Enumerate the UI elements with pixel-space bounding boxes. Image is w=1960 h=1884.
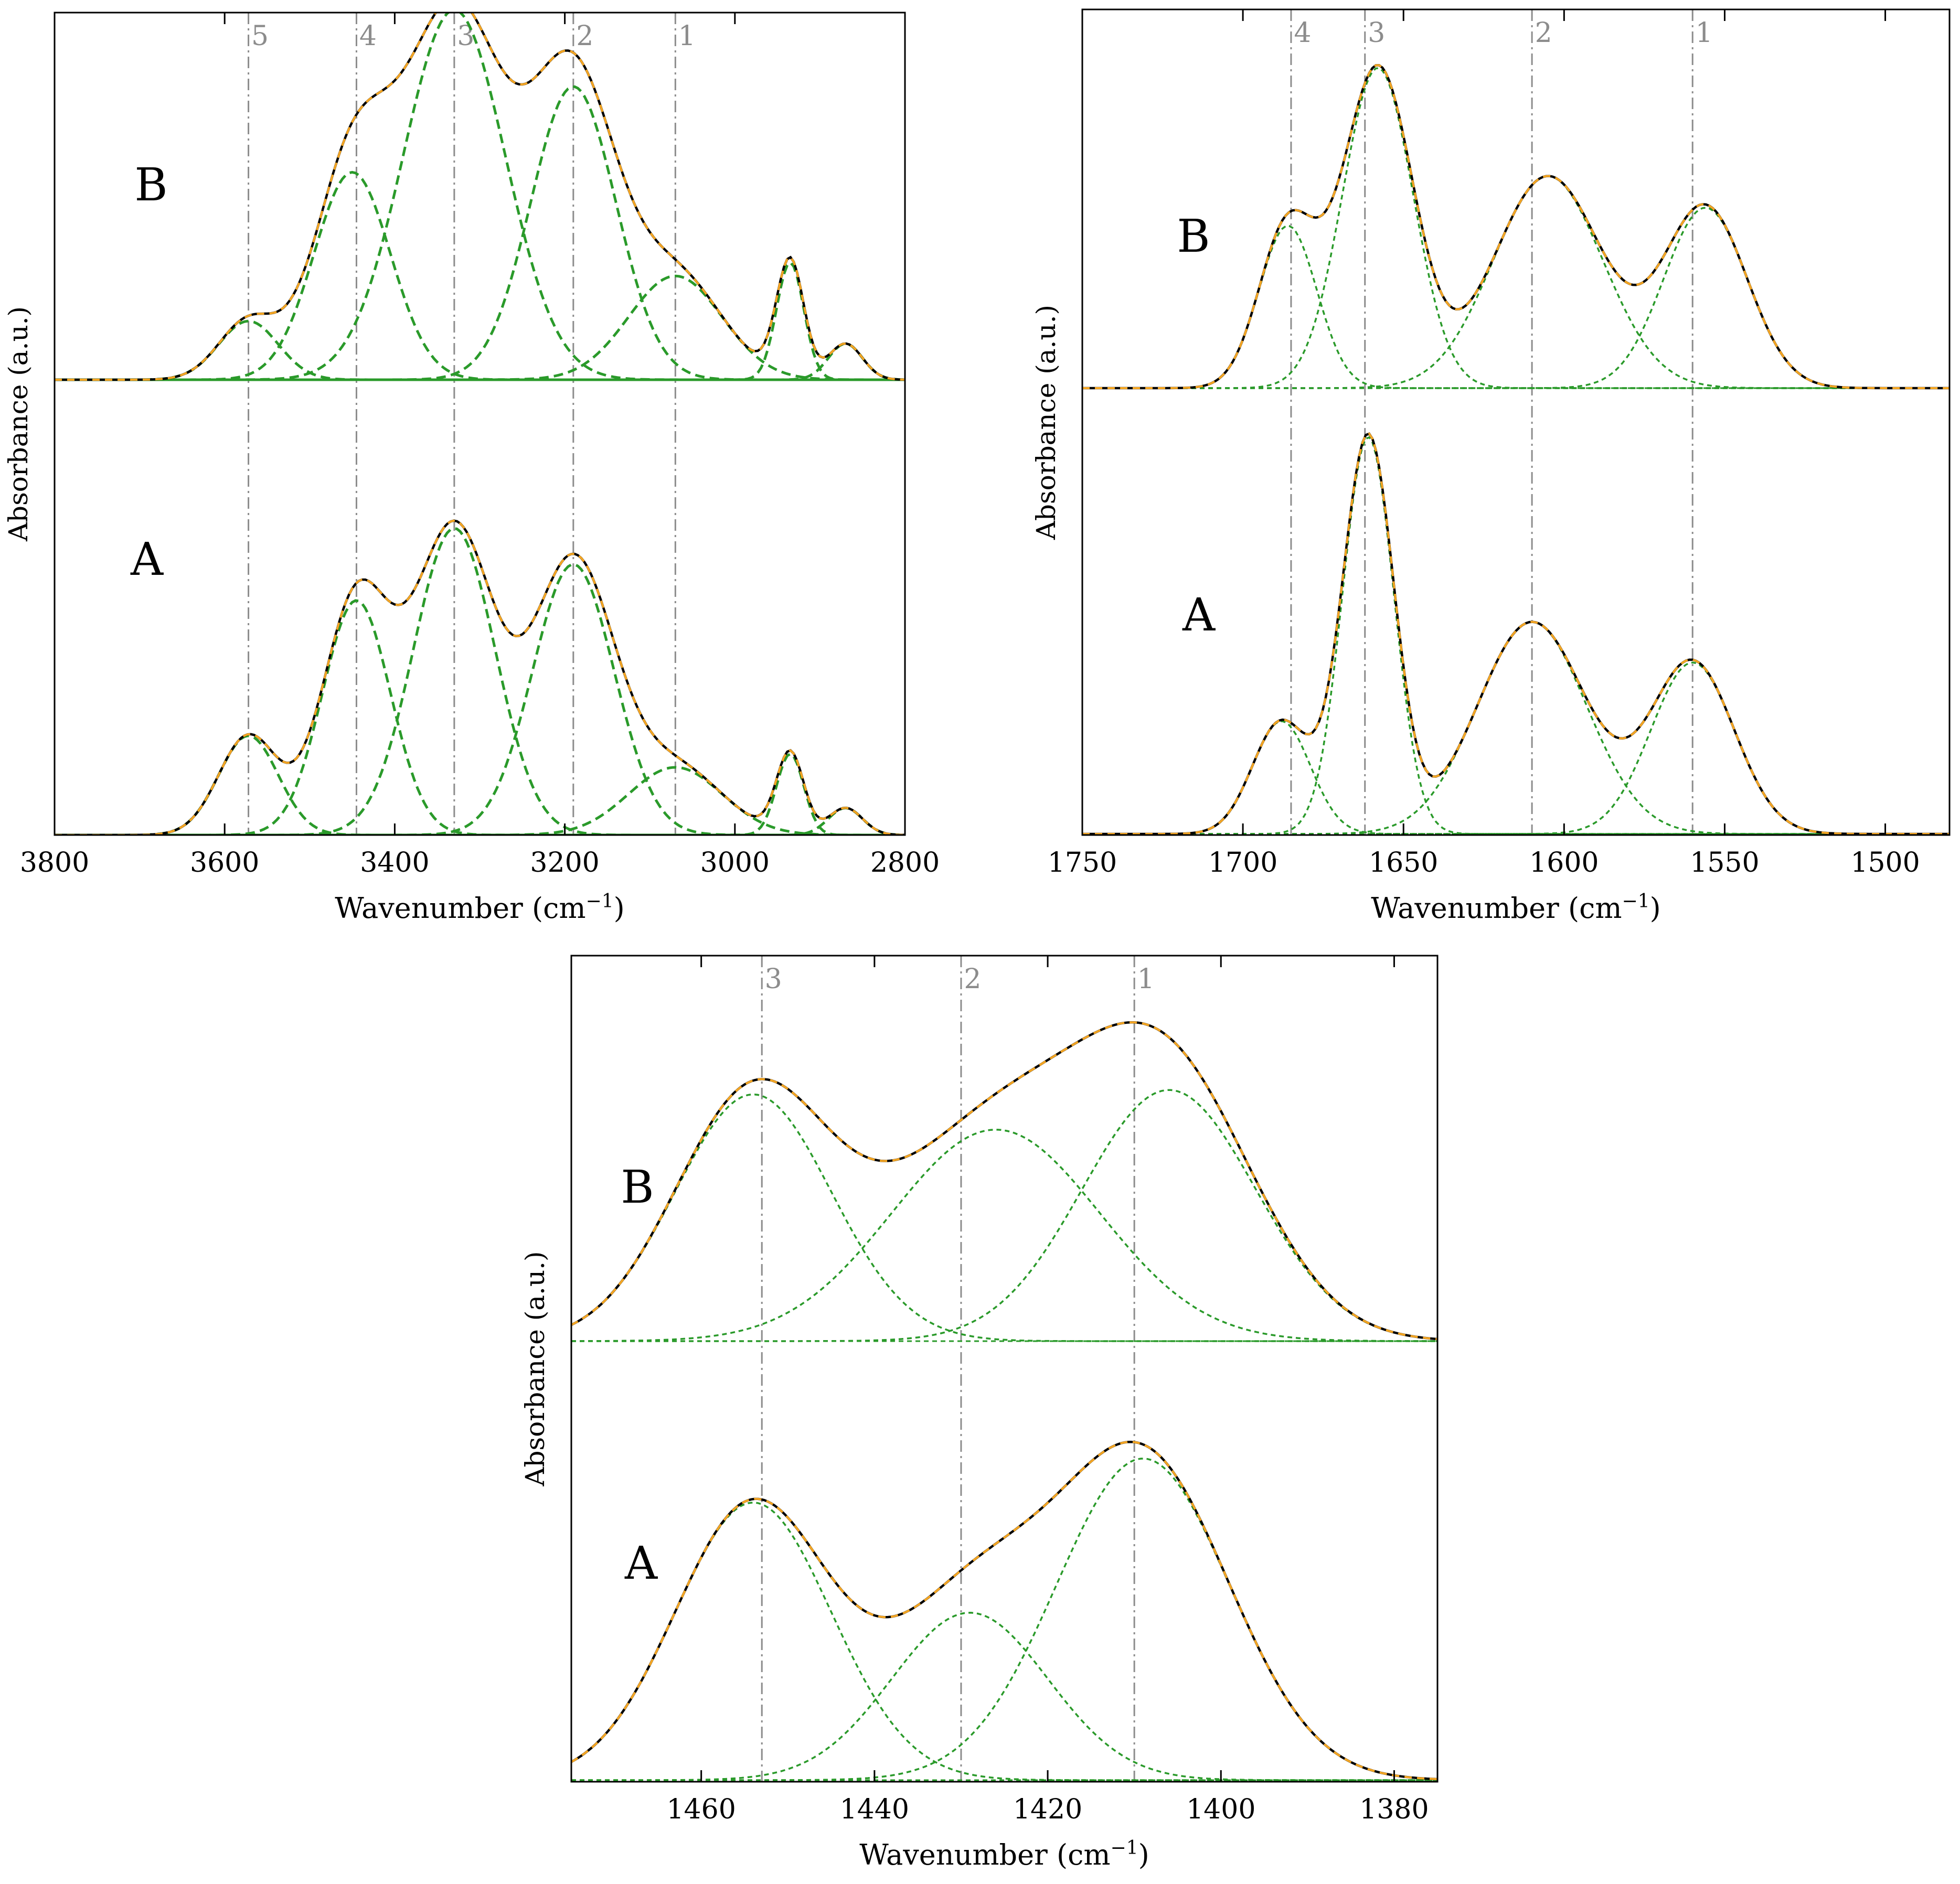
marker-label-1: 1 bbox=[1137, 964, 1155, 995]
component-peak-4 bbox=[55, 563, 905, 835]
component-peak-3 bbox=[55, 13, 905, 381]
component-peak-3 bbox=[571, 1089, 1437, 1342]
plot-frame bbox=[1081, 8, 1951, 836]
marker-label-4: 4 bbox=[359, 20, 377, 52]
y-axis-label: Absorbance (a.u.) bbox=[3, 306, 34, 542]
plot-area: 3 2 1 B A 1460 1440 1420 1400 1380 bbox=[570, 955, 1439, 1825]
component-peak-4 bbox=[1082, 661, 1950, 835]
component-peak-3 bbox=[55, 527, 905, 835]
component-peak-6 bbox=[55, 260, 905, 381]
marker-label-2: 2 bbox=[964, 964, 981, 995]
marker-label-3: 3 bbox=[1368, 17, 1385, 49]
x-axis-label: Wavenumber (cm−1) bbox=[1371, 891, 1660, 925]
panel-b-curves bbox=[1082, 64, 1950, 390]
marker-label-4: 4 bbox=[1294, 17, 1311, 49]
x-tick-label: 1380 bbox=[1359, 1794, 1429, 1825]
marker-label-1: 1 bbox=[678, 20, 696, 52]
x-tick-label: 1550 bbox=[1690, 847, 1759, 879]
panel-b-curves bbox=[571, 1021, 1437, 1342]
panel-label-a: A bbox=[1182, 589, 1216, 641]
x-tick-label: 1600 bbox=[1529, 847, 1599, 879]
component-peak-2 bbox=[55, 170, 905, 381]
fitted-spectrum bbox=[571, 1441, 1437, 1781]
marker-label-1: 1 bbox=[1696, 17, 1713, 49]
component-peak-1 bbox=[1082, 720, 1950, 835]
component-peak-1 bbox=[1082, 224, 1950, 389]
x-tick-label: 1400 bbox=[1186, 1794, 1255, 1825]
experimental-spectrum bbox=[1082, 432, 1950, 835]
marker-label-3: 3 bbox=[457, 20, 474, 52]
component-peak-2 bbox=[571, 1129, 1437, 1342]
plot-area: 4 3 2 1 B A 1750 1700 1650 1600 1550 1500 bbox=[1048, 8, 1951, 879]
x-axis-label: Wavenumber (cm−1) bbox=[859, 1837, 1149, 1872]
x-axis-label: Wavenumber (cm−1) bbox=[335, 891, 624, 925]
x-tick-label: 1650 bbox=[1369, 847, 1438, 879]
x-tick-label: 1700 bbox=[1208, 847, 1277, 879]
plot-frame bbox=[54, 12, 906, 836]
marker-label-2: 2 bbox=[576, 20, 593, 52]
x-tick-label: 3800 bbox=[20, 847, 89, 879]
panel-label-a: A bbox=[130, 533, 164, 586]
component-peak-7 bbox=[55, 806, 905, 835]
component-peak-2 bbox=[55, 599, 905, 835]
x-tick-label: 2800 bbox=[870, 847, 940, 879]
fitted-spectrum bbox=[55, 13, 905, 381]
fitted-spectrum bbox=[1082, 64, 1950, 389]
chart-amide-region: 4 3 2 1 B A 1750 1700 1650 1600 1550 1500 Absorbanc… bbox=[1031, 8, 1951, 925]
x-tick-label: 1420 bbox=[1013, 1794, 1082, 1825]
experimental-spectrum bbox=[1082, 64, 1950, 390]
marker-label-3: 3 bbox=[765, 964, 782, 995]
component-peak-5 bbox=[55, 274, 905, 381]
x-tick-label: 1750 bbox=[1048, 847, 1117, 879]
plot-area: 5 4 3 2 1 B A 3800 3600 3400 3200 3000 2800 bbox=[20, 12, 940, 879]
component-peak-2 bbox=[571, 1612, 1437, 1781]
y-axis-label: Absorbance (a.u.) bbox=[520, 1251, 550, 1486]
component-peak-4 bbox=[1082, 207, 1950, 389]
component-peak-1 bbox=[571, 1093, 1437, 1342]
x-tick-label: 3400 bbox=[360, 847, 429, 879]
x-tick-label: 1500 bbox=[1850, 847, 1920, 879]
x-tick-label: 1460 bbox=[666, 1794, 736, 1825]
panel-label-b: B bbox=[621, 1161, 654, 1214]
y-axis-label: Absorbance (a.u.) bbox=[1031, 305, 1061, 540]
panel-a-curves bbox=[55, 519, 905, 835]
component-peak-1 bbox=[571, 1502, 1437, 1781]
marker-label-5: 5 bbox=[251, 20, 269, 52]
experimental-spectrum bbox=[55, 519, 905, 835]
component-peak-4 bbox=[55, 85, 905, 381]
marker-label-2: 2 bbox=[1535, 17, 1552, 49]
plot-frame bbox=[570, 955, 1439, 1783]
component-peak-3 bbox=[571, 1458, 1437, 1781]
chart-ch-bend-region: 3 2 1 B A 1460 1440 1420 1400 1380 Absorbance (a.… bbox=[520, 955, 1439, 1872]
panel-label-b: B bbox=[134, 159, 167, 211]
component-peak-3 bbox=[1082, 621, 1950, 835]
x-tick-label: 3000 bbox=[700, 847, 770, 879]
fitted-spectrum bbox=[55, 519, 905, 835]
panel-a-curves bbox=[571, 1440, 1437, 1781]
x-tick-label: 1440 bbox=[840, 1794, 909, 1825]
panel-label-a: A bbox=[624, 1537, 658, 1590]
component-peak-6 bbox=[55, 752, 905, 835]
x-tick-label: 3600 bbox=[190, 847, 259, 879]
panel-label-b: B bbox=[1177, 210, 1210, 263]
fitted-spectrum bbox=[571, 1021, 1437, 1340]
component-peak-2 bbox=[1082, 67, 1950, 389]
panel-b-curves bbox=[55, 13, 905, 381]
component-peak-1 bbox=[55, 319, 905, 381]
x-tick-label: 3200 bbox=[530, 847, 599, 879]
chart-oh-nh-region: 5 4 3 2 1 B A 3800 3600 3400 3200 3000 2800 Absorban… bbox=[3, 12, 940, 925]
panel-a-curves bbox=[1082, 432, 1950, 835]
experimental-spectrum bbox=[571, 1021, 1437, 1341]
